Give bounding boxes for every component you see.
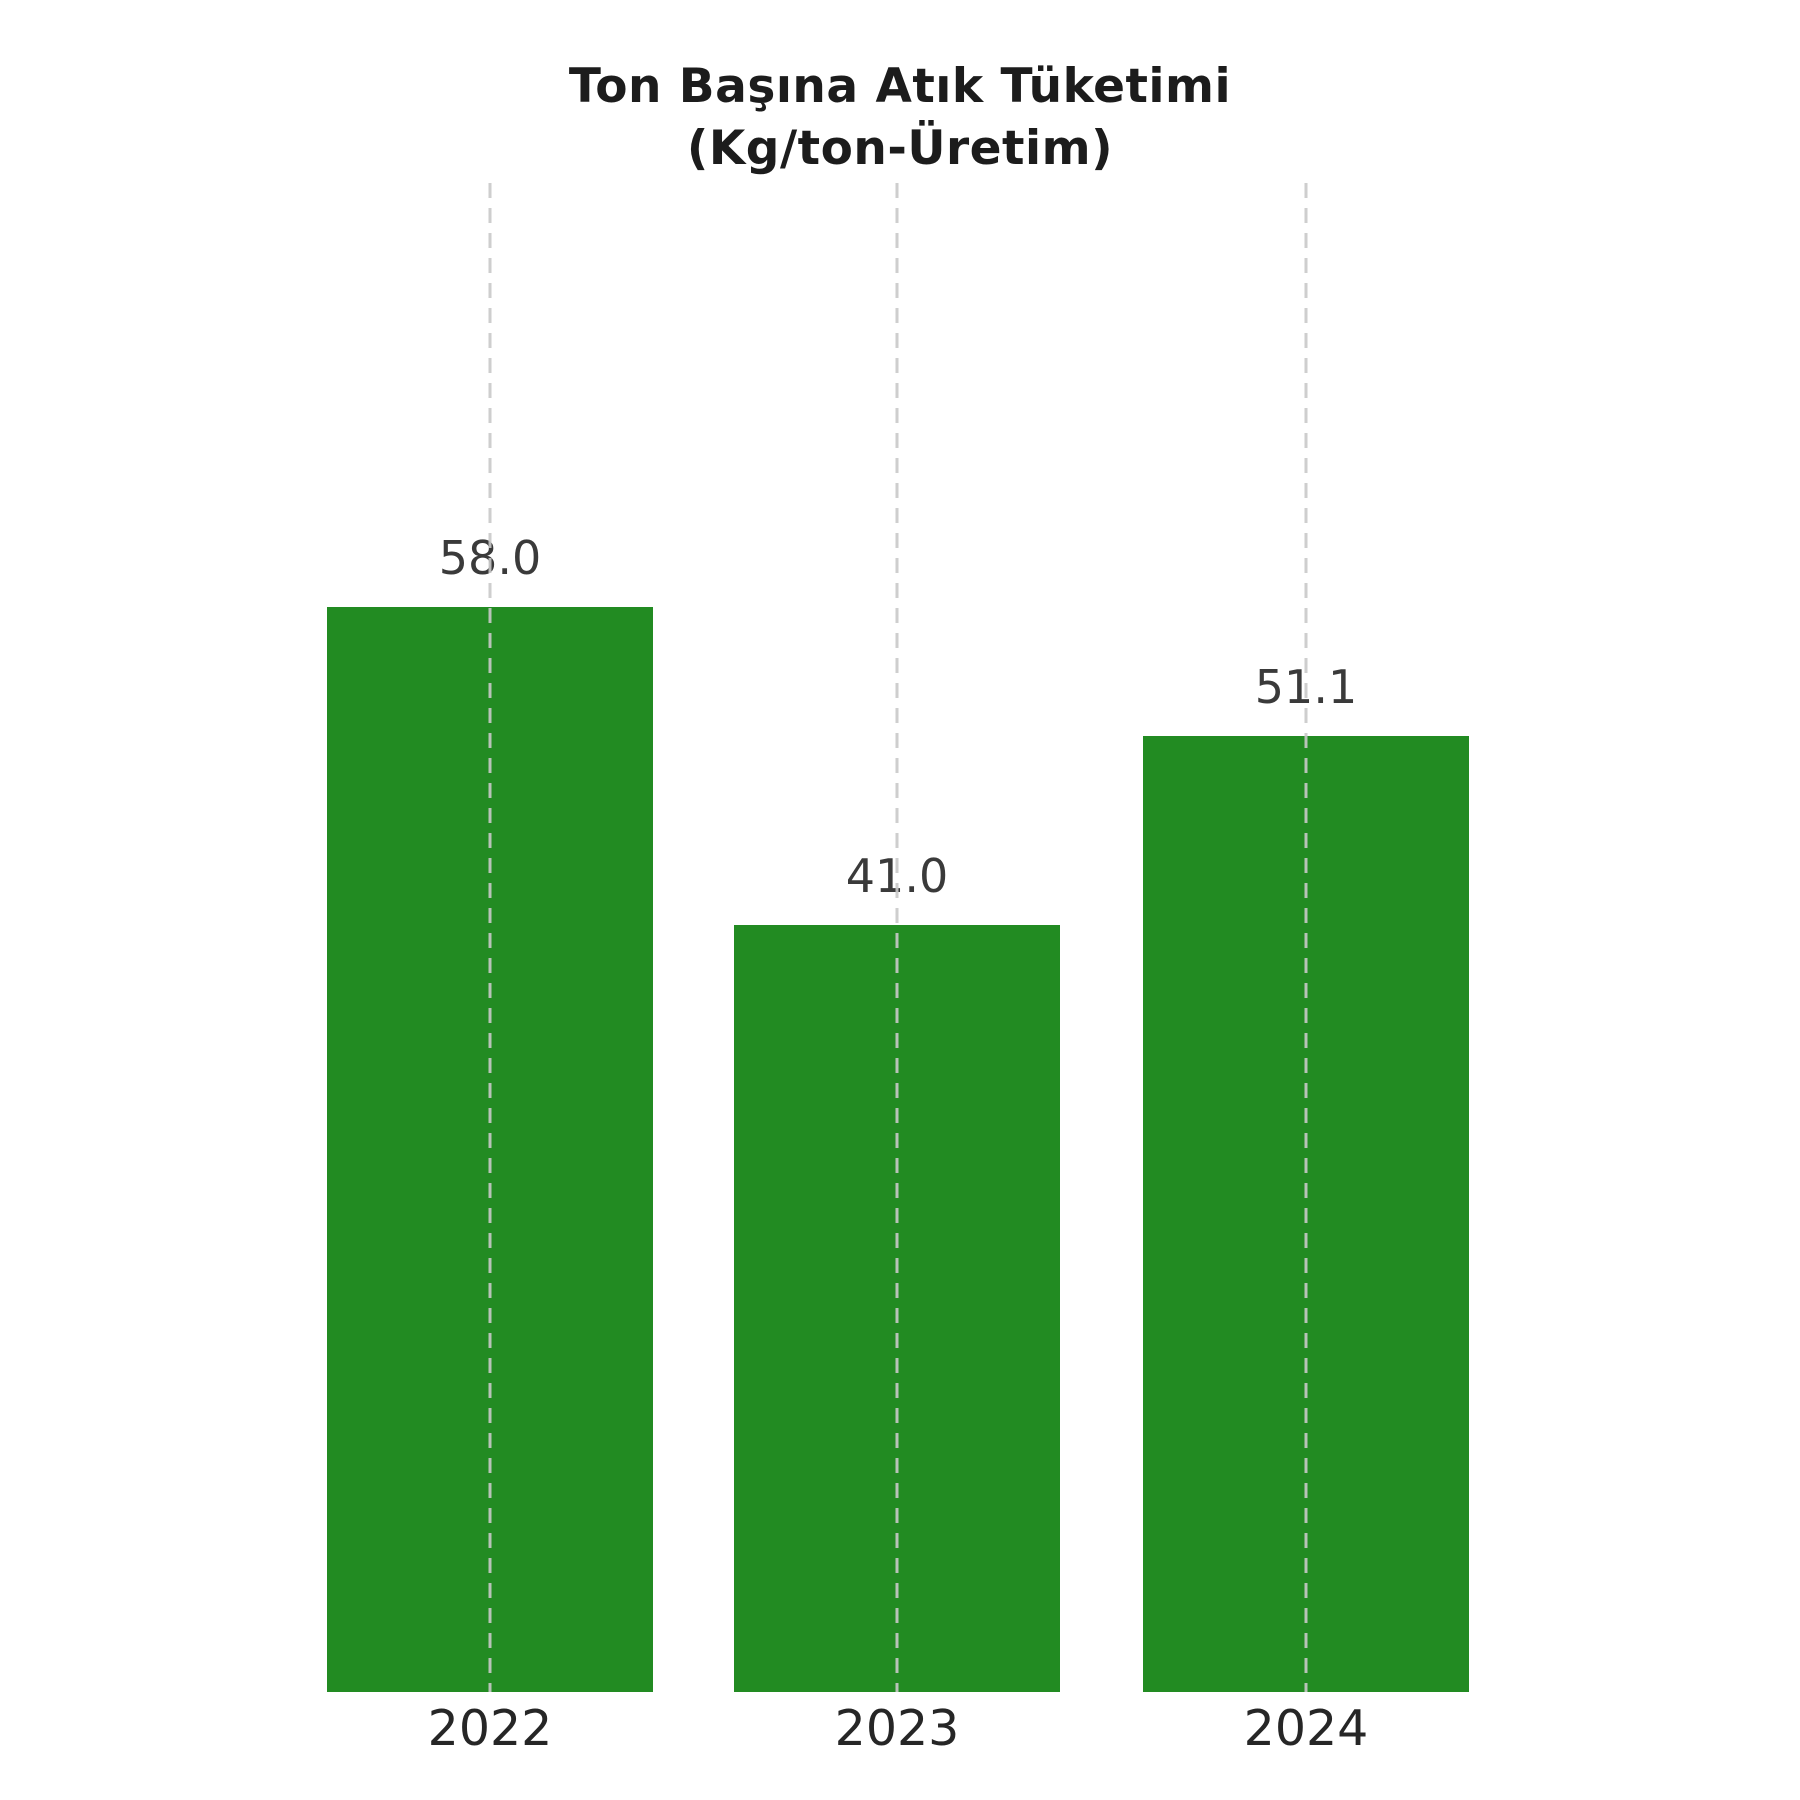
bar-value-label-2022: 58.0 (438, 531, 542, 585)
chart-title-line1: Ton Başına Atık Tüketimi (568, 59, 1232, 114)
x-tick-label-2024: 2024 (1243, 1700, 1369, 1757)
bar-2023 (734, 925, 1060, 1692)
bar-value-label-2024: 51.1 (1254, 660, 1358, 714)
chart-title: Ton Başına Atık Tüketimi (Kg/ton-Üretim) (0, 56, 1800, 180)
bar-value-label-2023: 41.0 (845, 849, 949, 903)
bar-2022 (327, 607, 653, 1692)
bar-2024 (1143, 736, 1469, 1692)
chart-title-line2: (Kg/ton-Üretim) (686, 121, 1114, 176)
x-tick-label-2023: 2023 (834, 1700, 960, 1757)
x-tick-label-2022: 2022 (427, 1700, 553, 1757)
